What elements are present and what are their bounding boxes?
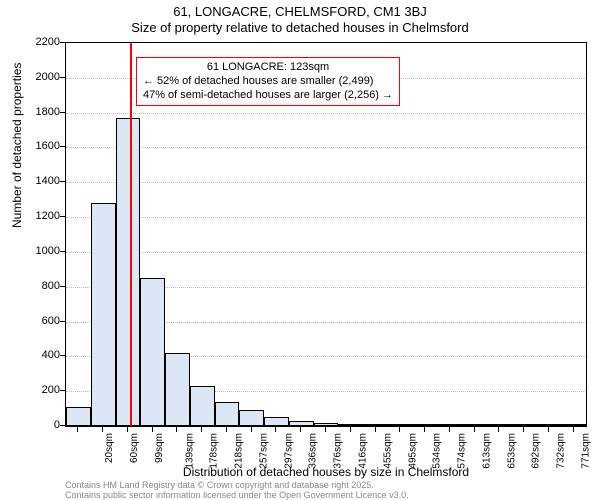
x-tick-mark bbox=[251, 427, 252, 432]
x-tick-label: 178sqm bbox=[209, 433, 220, 469]
histogram-bar bbox=[561, 424, 586, 426]
x-tick-mark bbox=[300, 427, 301, 432]
x-tick-mark bbox=[573, 427, 574, 432]
x-tick-mark bbox=[474, 427, 475, 432]
x-tick-label: 218sqm bbox=[234, 433, 245, 469]
histogram-bar bbox=[66, 407, 91, 426]
x-tick-label: 99sqm bbox=[154, 433, 165, 463]
x-tick-mark bbox=[498, 427, 499, 432]
chart-title-line1: 61, LONGACRE, CHELMSFORD, CM1 3BJ bbox=[0, 4, 600, 19]
histogram-bar bbox=[487, 424, 512, 426]
x-tick-mark bbox=[275, 427, 276, 432]
x-tick-label: 139sqm bbox=[184, 433, 195, 469]
histogram-bar bbox=[388, 424, 413, 426]
histogram-bar bbox=[116, 118, 141, 426]
y-tick-label: 1200 bbox=[20, 210, 60, 222]
histogram-bar bbox=[338, 424, 363, 426]
x-tick-mark bbox=[399, 427, 400, 432]
y-tick-label: 0 bbox=[20, 419, 60, 431]
x-tick-label: 771sqm bbox=[580, 433, 591, 469]
x-tick-label: 20sqm bbox=[104, 433, 115, 463]
x-tick-mark bbox=[350, 427, 351, 432]
x-tick-label: 534sqm bbox=[432, 433, 443, 469]
y-tick-label: 2000 bbox=[20, 71, 60, 83]
marker-info-box: 61 LONGACRE: 123sqm ← 52% of detached ho… bbox=[136, 57, 400, 106]
histogram-bar bbox=[140, 278, 165, 426]
x-tick-mark bbox=[548, 427, 549, 432]
x-tick-label: 455sqm bbox=[382, 433, 393, 469]
x-tick-label: 653sqm bbox=[506, 433, 517, 469]
y-tick-label: 400 bbox=[20, 349, 60, 361]
gridline bbox=[66, 217, 586, 218]
histogram-bar bbox=[314, 423, 339, 426]
x-tick-mark bbox=[375, 427, 376, 432]
x-tick-label: 60sqm bbox=[129, 433, 140, 463]
y-tick-label: 1600 bbox=[20, 140, 60, 152]
histogram-bar bbox=[190, 386, 215, 426]
x-tick-label: 692sqm bbox=[531, 433, 542, 469]
histogram-bar bbox=[165, 353, 190, 426]
info-line-3: 47% of semi-detached houses are larger (… bbox=[143, 89, 393, 103]
x-axis-label: Distribution of detached houses by size … bbox=[65, 465, 587, 479]
x-tick-mark bbox=[424, 427, 425, 432]
plot-area: 61 LONGACRE: 123sqm ← 52% of detached ho… bbox=[65, 42, 587, 427]
chart-title-line2: Size of property relative to detached ho… bbox=[0, 20, 600, 35]
x-tick-label: 416sqm bbox=[358, 433, 369, 469]
histogram-bar bbox=[239, 410, 264, 426]
y-tick-label: 1400 bbox=[20, 175, 60, 187]
y-tick-label: 600 bbox=[20, 315, 60, 327]
info-line-1: 61 LONGACRE: 123sqm bbox=[143, 61, 393, 75]
histogram-bar bbox=[536, 424, 561, 426]
gridline bbox=[66, 147, 586, 148]
y-tick-label: 800 bbox=[20, 280, 60, 292]
footer-line-2: Contains public sector information licen… bbox=[65, 490, 409, 500]
histogram-bar bbox=[215, 402, 240, 426]
histogram-bar bbox=[413, 424, 438, 426]
y-tick-label: 1000 bbox=[20, 245, 60, 257]
x-tick-label: 574sqm bbox=[457, 433, 468, 469]
x-tick-mark bbox=[226, 427, 227, 432]
x-tick-mark bbox=[449, 427, 450, 432]
info-line-2: ← 52% of detached houses are smaller (2,… bbox=[143, 75, 393, 89]
x-tick-mark bbox=[152, 427, 153, 432]
footer-line-1: Contains HM Land Registry data © Crown c… bbox=[65, 480, 374, 490]
x-tick-mark bbox=[523, 427, 524, 432]
x-tick-label: 495sqm bbox=[407, 433, 418, 469]
x-tick-label: 257sqm bbox=[259, 433, 270, 469]
y-tick-label: 200 bbox=[20, 384, 60, 396]
x-tick-mark bbox=[325, 427, 326, 432]
x-tick-label: 336sqm bbox=[308, 433, 319, 469]
histogram-bar bbox=[264, 417, 289, 426]
x-tick-mark bbox=[102, 427, 103, 432]
y-tick-label: 1800 bbox=[20, 106, 60, 118]
histogram-bar bbox=[363, 424, 388, 426]
histogram-bar bbox=[462, 424, 487, 426]
y-tick-label: 2200 bbox=[20, 36, 60, 48]
x-tick-label: 297sqm bbox=[283, 433, 294, 469]
x-tick-mark bbox=[127, 427, 128, 432]
histogram-bar bbox=[437, 424, 462, 426]
x-tick-mark bbox=[201, 427, 202, 432]
x-tick-label: 732sqm bbox=[556, 433, 567, 469]
gridline bbox=[66, 113, 586, 114]
x-tick-label: 376sqm bbox=[333, 433, 344, 469]
x-tick-mark bbox=[176, 427, 177, 432]
x-tick-mark bbox=[77, 427, 78, 432]
histogram-bar bbox=[91, 203, 116, 426]
gridline bbox=[66, 182, 586, 183]
histogram-bar bbox=[289, 421, 314, 426]
histogram-bar bbox=[512, 424, 537, 426]
gridline bbox=[66, 252, 586, 253]
x-tick-label: 613sqm bbox=[481, 433, 492, 469]
marker-line bbox=[130, 43, 132, 426]
